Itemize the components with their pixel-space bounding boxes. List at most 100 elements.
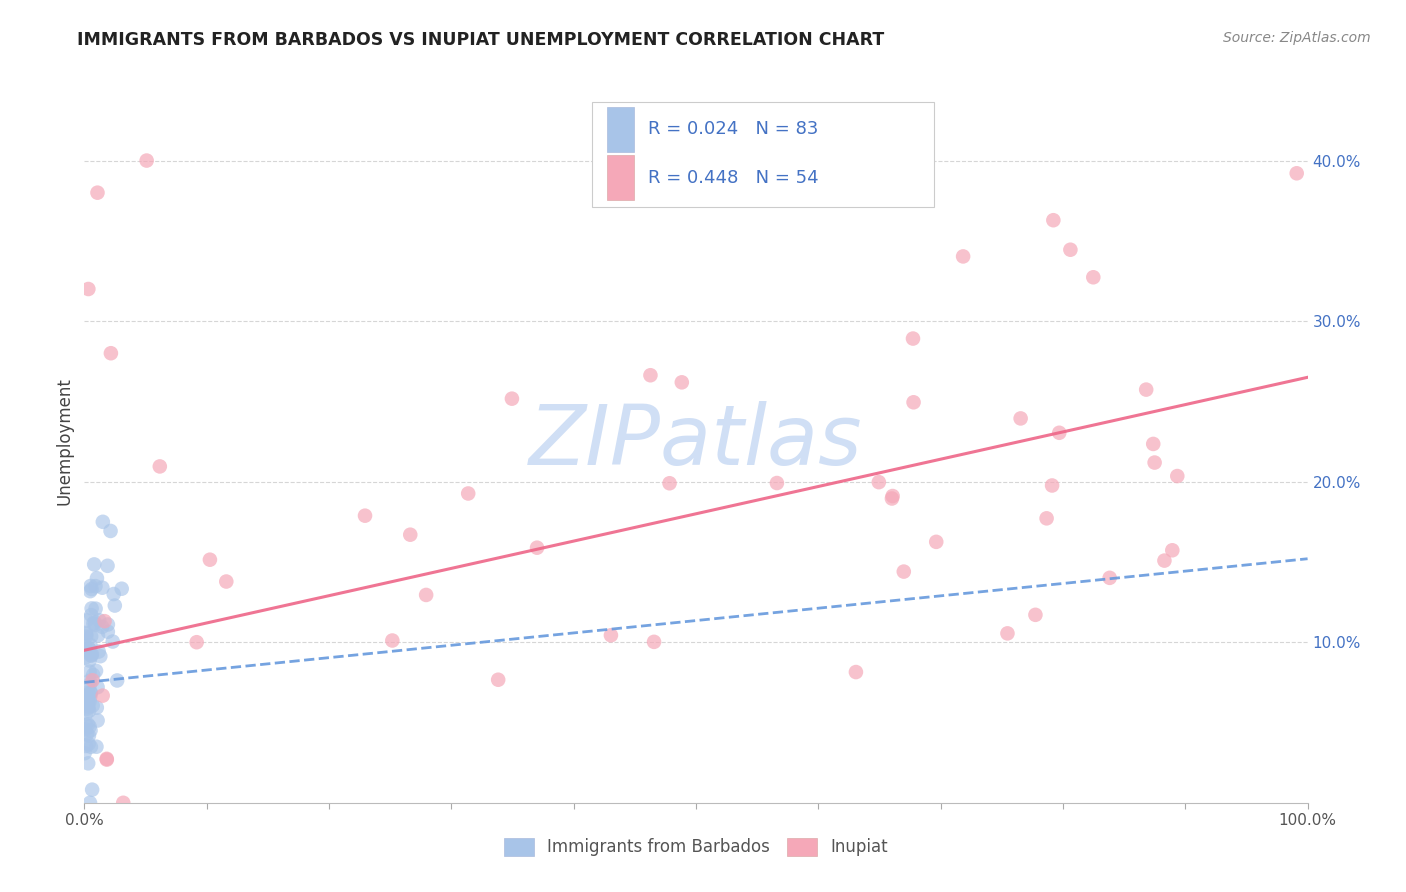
Point: [880, 491, 903, 506]
Point: [76, 727, 98, 741]
Point: [80, 686, 103, 700]
Point: [77, 641, 100, 656]
FancyBboxPatch shape: [606, 107, 634, 152]
Point: [215, 574, 238, 589]
Point: [76, 689, 98, 703]
Text: Source: ZipAtlas.com: Source: ZipAtlas.com: [1223, 31, 1371, 45]
Point: [75, 626, 97, 640]
Point: [77, 729, 100, 743]
Point: [112, 796, 135, 810]
Point: [501, 392, 523, 406]
Point: [77, 699, 100, 714]
Point: [925, 534, 948, 549]
Point: [97, 617, 120, 632]
Point: [1161, 543, 1184, 558]
Point: [135, 153, 157, 168]
FancyBboxPatch shape: [592, 102, 935, 207]
Point: [80, 601, 103, 615]
Point: [100, 346, 122, 360]
Point: [1142, 437, 1164, 451]
Point: [76, 696, 98, 710]
Point: [1010, 411, 1032, 425]
Point: [79, 665, 101, 679]
Point: [96, 558, 118, 573]
Point: [76, 614, 98, 628]
Point: [97, 624, 120, 639]
Point: [77, 694, 100, 708]
Point: [83, 558, 105, 572]
Point: [79, 693, 101, 707]
Point: [100, 524, 122, 538]
Point: [75, 717, 97, 731]
Point: [1098, 571, 1121, 585]
Point: [86, 186, 108, 200]
Point: [82, 616, 104, 631]
Y-axis label: Unemployment: Unemployment: [55, 377, 73, 506]
Point: [87, 628, 110, 642]
Point: [997, 626, 1019, 640]
Point: [77, 641, 100, 656]
Point: [903, 395, 925, 409]
Point: [1042, 213, 1064, 227]
Point: [381, 633, 404, 648]
Point: [89, 613, 111, 627]
Point: [96, 752, 118, 766]
Point: [952, 249, 974, 263]
Point: [82, 698, 104, 713]
Text: ZIPatlas: ZIPatlas: [529, 401, 863, 482]
Point: [80, 648, 103, 663]
Point: [75, 739, 97, 753]
Point: [73, 746, 96, 760]
Point: [1285, 166, 1308, 180]
Point: [76, 689, 98, 703]
Point: [79, 654, 101, 668]
Point: [91, 581, 114, 595]
Point: [104, 599, 127, 613]
Point: [105, 673, 128, 688]
Point: [643, 635, 665, 649]
Point: [86, 714, 108, 728]
Point: [882, 489, 904, 503]
Point: [89, 649, 111, 664]
Point: [1166, 469, 1188, 483]
Point: [77, 704, 100, 718]
Point: [76, 688, 98, 702]
Point: [77, 756, 100, 771]
Point: [86, 739, 108, 754]
Point: [671, 376, 693, 390]
Point: [79, 723, 101, 738]
Point: [1135, 383, 1157, 397]
Point: [1024, 607, 1046, 622]
Point: [75, 639, 97, 653]
Point: [198, 552, 221, 566]
Point: [901, 332, 924, 346]
Point: [82, 673, 104, 688]
Point: [73, 686, 96, 700]
Point: [77, 737, 100, 751]
Point: [80, 582, 103, 596]
Point: [845, 665, 868, 679]
Point: [1059, 243, 1081, 257]
Point: [111, 582, 134, 596]
Point: [87, 644, 110, 658]
Point: [79, 690, 101, 704]
Point: [1083, 270, 1105, 285]
Point: [84, 617, 107, 632]
Point: [486, 673, 509, 687]
Point: [80, 629, 103, 643]
Point: [79, 673, 101, 688]
Point: [84, 664, 107, 678]
Point: [83, 615, 105, 630]
Point: [893, 565, 915, 579]
Point: [79, 796, 101, 810]
Point: [658, 476, 681, 491]
Point: [354, 508, 377, 523]
Point: [77, 689, 100, 703]
Point: [149, 459, 172, 474]
Point: [77, 717, 100, 731]
Point: [75, 627, 97, 641]
Point: [526, 541, 548, 555]
Point: [96, 753, 118, 767]
Point: [86, 700, 108, 714]
Point: [868, 475, 890, 490]
